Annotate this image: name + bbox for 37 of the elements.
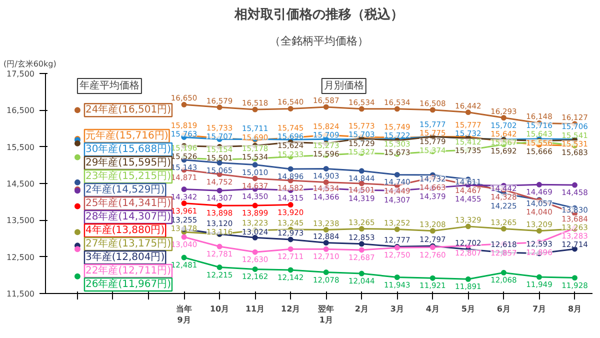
y-tick-label: 17,500 bbox=[6, 70, 35, 78]
x-tick-label: 3月 bbox=[390, 304, 404, 314]
annotation: 月別価格 bbox=[324, 80, 364, 92]
series-label: 27年産(13,175円) bbox=[85, 238, 172, 250]
series-label: 25年産(14,341円) bbox=[85, 197, 172, 209]
series-label: 30年産(15,688円) bbox=[85, 143, 172, 155]
x-tick-label: 10月 bbox=[210, 304, 230, 314]
y-tick-label: 12,500 bbox=[6, 252, 35, 262]
x-tick-label: 6月 bbox=[496, 304, 510, 314]
series-label: 28年産(14,307円) bbox=[85, 210, 172, 222]
x-tick-label: 翌年 1月 bbox=[317, 304, 334, 324]
annotation: 年産平均価格 bbox=[79, 80, 140, 92]
chart-title: 相対取引価格の推移（税込） bbox=[234, 6, 404, 22]
x-tick-label: 4月 bbox=[426, 304, 440, 314]
series-label: 3年産(12,804円) bbox=[85, 251, 165, 263]
series-label: 元年産(15,716円) bbox=[85, 130, 168, 142]
series-label: 2年産(14,529円) bbox=[85, 184, 165, 196]
x-tick-label: 5月 bbox=[461, 304, 475, 314]
chart-subtitle: （全銘柄平均価格） bbox=[270, 34, 368, 48]
series-label: 22年産(12,711円) bbox=[85, 264, 172, 276]
series-label: 29年産(15,595円) bbox=[85, 156, 172, 168]
y-tick-label: 14,500 bbox=[6, 180, 35, 188]
y-tick-label: 11,500 bbox=[6, 290, 35, 298]
x-tick-label: 8月 bbox=[568, 304, 582, 314]
x-tick-label: 11月 bbox=[246, 304, 265, 314]
y-axis-title: (円/玄米60kg) bbox=[4, 60, 56, 68]
series-label: 26年産(11,967円) bbox=[85, 278, 172, 290]
y-tick-label: 16,500 bbox=[6, 106, 35, 116]
y-tick-label: 15,500 bbox=[6, 142, 35, 152]
x-tick-label: 2月 bbox=[354, 304, 368, 314]
y-tick-label: 13,500 bbox=[6, 216, 35, 226]
series-label: 23年産(15,215円) bbox=[85, 170, 172, 182]
x-tick-label: 12月 bbox=[281, 304, 300, 314]
series-label: 4年産(13,880円) bbox=[85, 224, 165, 236]
series-label: 24年産(16,501円) bbox=[85, 104, 172, 116]
x-tick-label: 当年 9月 bbox=[176, 304, 192, 324]
x-tick-label: 7月 bbox=[532, 304, 546, 314]
